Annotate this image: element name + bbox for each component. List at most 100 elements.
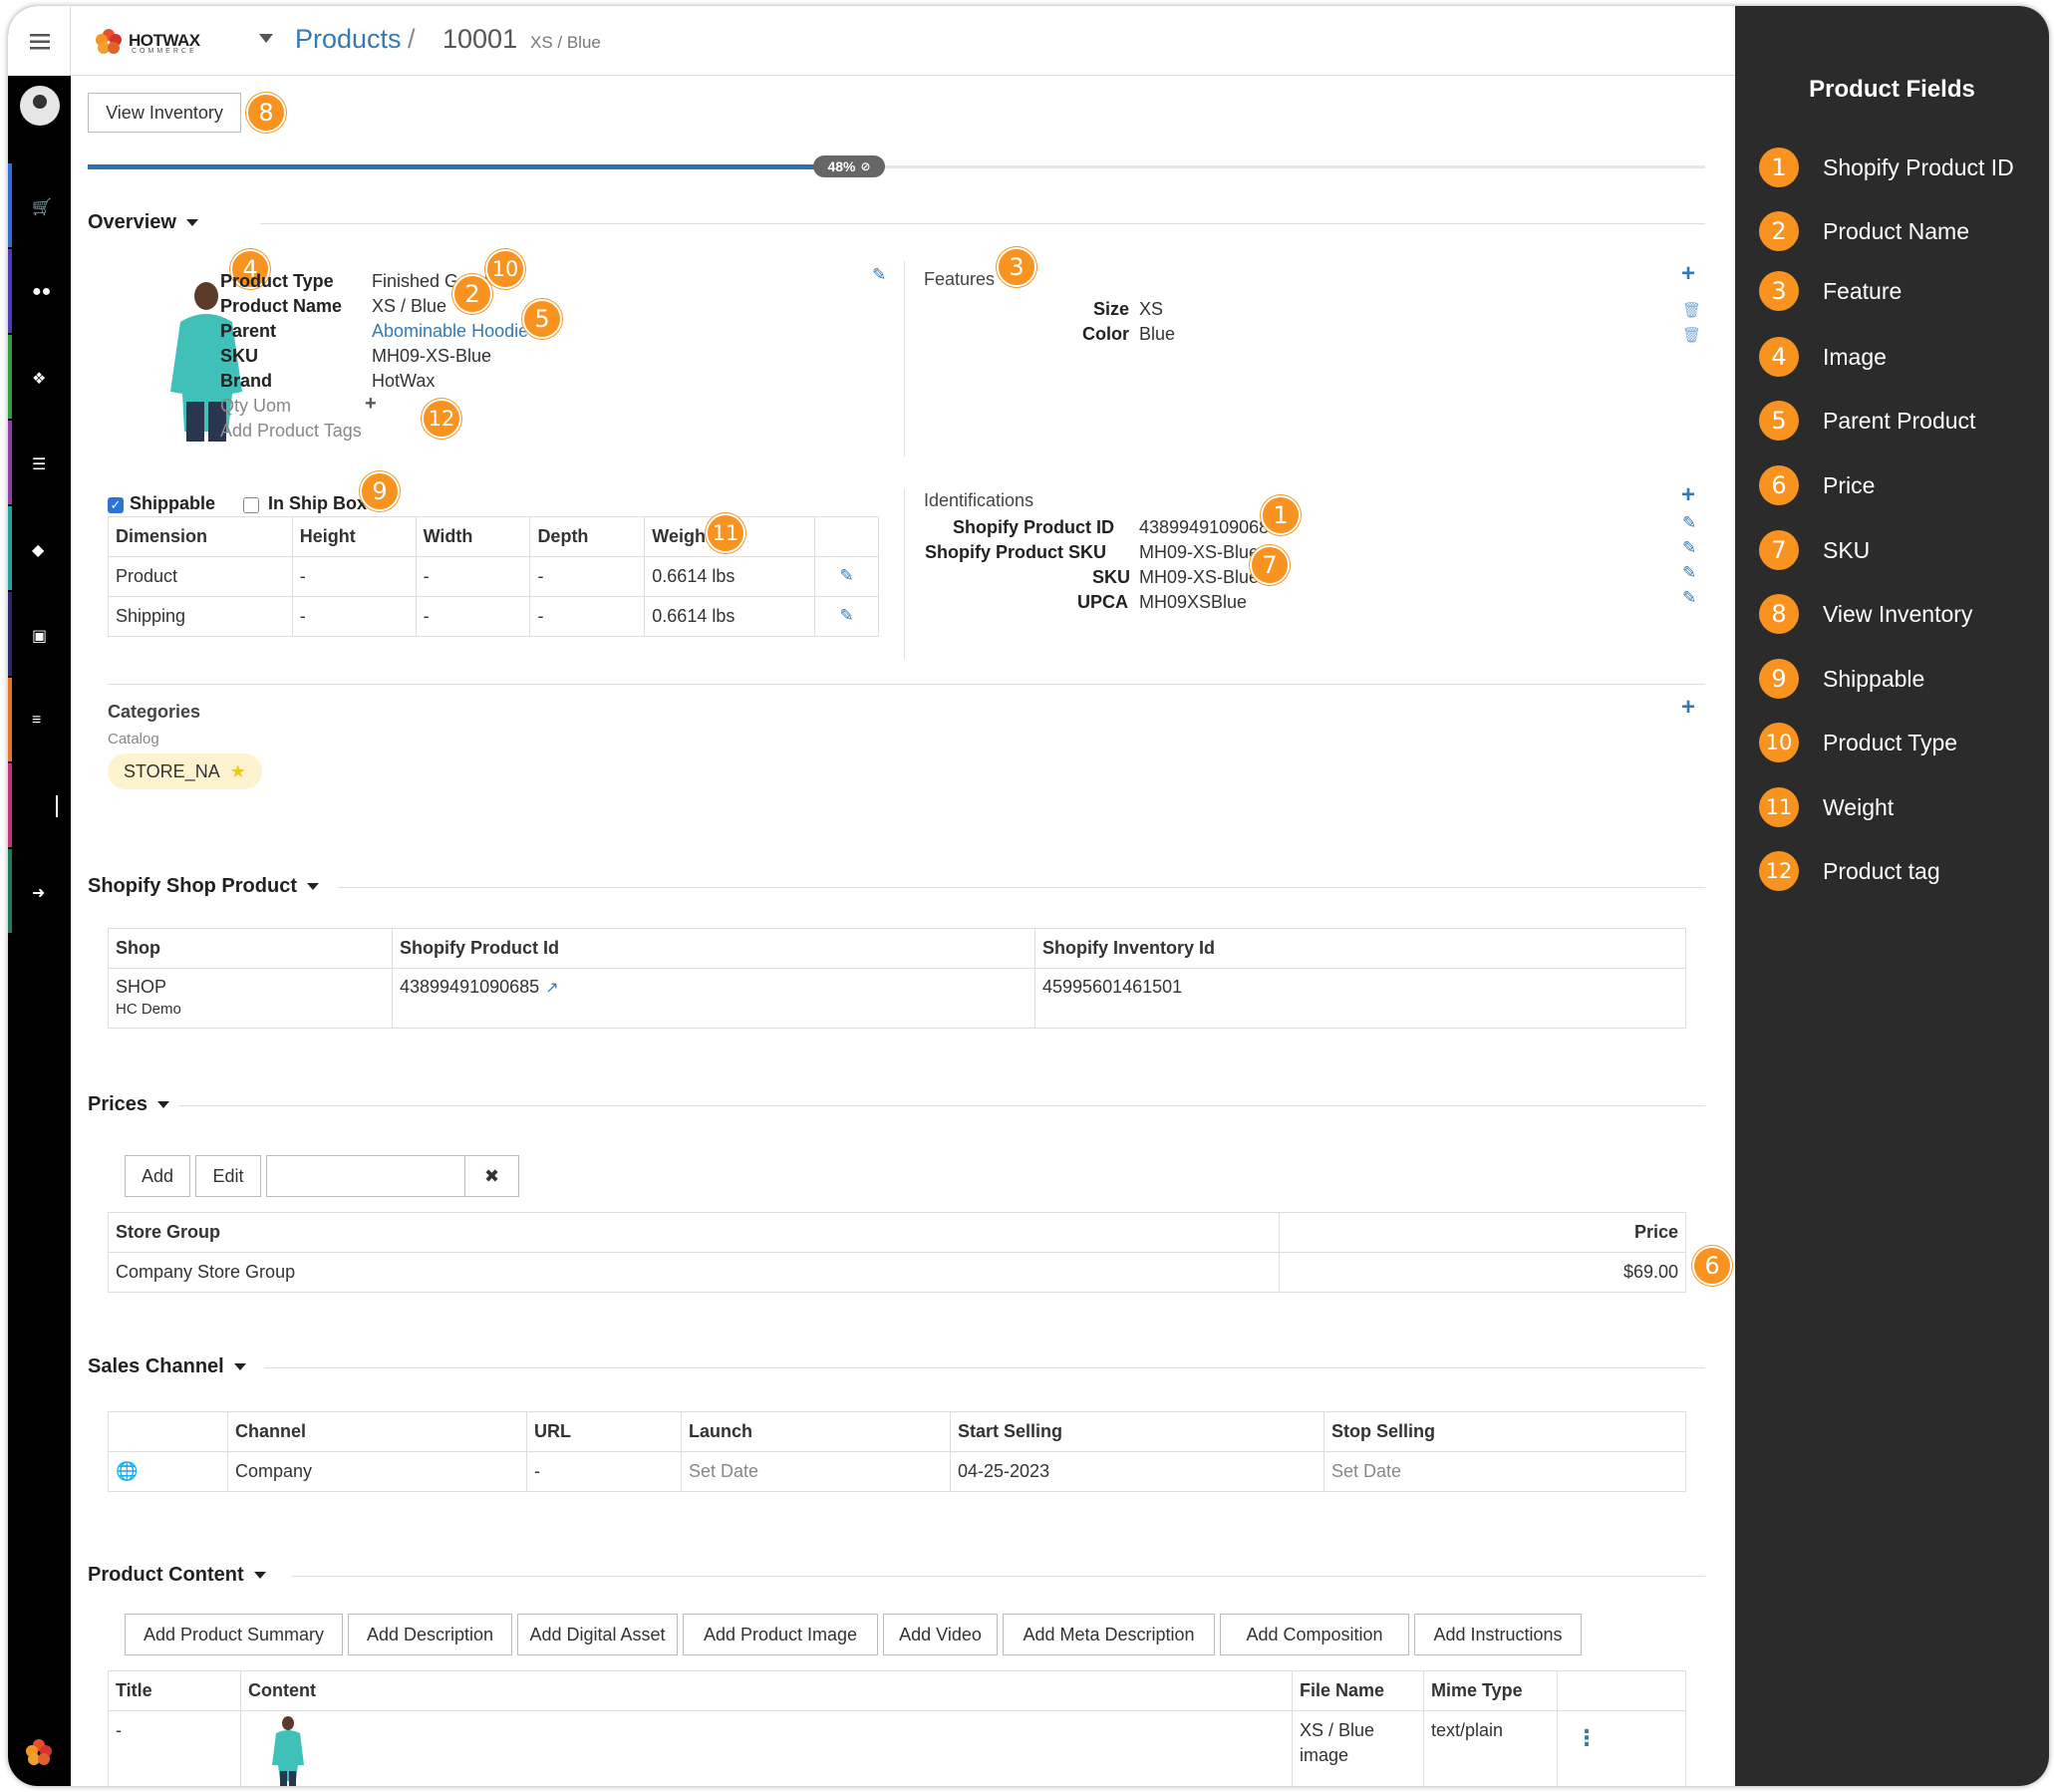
delete-color-trash-icon[interactable]: 🗑 bbox=[1682, 327, 1702, 344]
legend-badge: 1 bbox=[1759, 148, 1799, 187]
badge-2: 2 bbox=[452, 274, 492, 314]
external-link-icon[interactable]: ↗ bbox=[545, 980, 559, 997]
legend-label: SKU bbox=[1823, 536, 1871, 563]
rail-item-products[interactable]: ❖ bbox=[8, 335, 71, 419]
add-meta-description-button[interactable]: Add Meta Description bbox=[1003, 1614, 1215, 1655]
qty-uom-add-icon[interactable]: + bbox=[365, 393, 377, 415]
parent-label: Parent bbox=[220, 321, 277, 341]
add-price-button[interactable]: Add bbox=[125, 1155, 190, 1197]
globe-icon: 🌐 bbox=[116, 1461, 139, 1481]
prices-section-toggle[interactable]: Prices bbox=[88, 1093, 170, 1116]
delete-size-trash-icon[interactable]: 🗑 bbox=[1682, 302, 1702, 319]
divider bbox=[338, 887, 1705, 888]
breadcrumb-products[interactable]: Products bbox=[295, 24, 402, 54]
sales-section-toggle[interactable]: Sales Channel bbox=[88, 1355, 246, 1378]
hamburger-icon[interactable] bbox=[30, 34, 50, 50]
add-product-tags-link[interactable]: Add Product Tags bbox=[220, 421, 362, 441]
overview-section-toggle[interactable]: Overview bbox=[88, 211, 198, 234]
rail-item-customers[interactable]: ●● bbox=[8, 249, 71, 333]
edit-product-dimension-pencil-icon[interactable]: ✎ bbox=[839, 566, 854, 585]
rail-item-orders[interactable]: 🛒 bbox=[8, 163, 71, 247]
edit-shipping-dimension-pencil-icon[interactable]: ✎ bbox=[839, 606, 854, 625]
file-sub: image bbox=[1300, 1745, 1349, 1765]
view-inventory-button[interactable]: View Inventory bbox=[88, 93, 241, 133]
edit-price-button[interactable]: Edit bbox=[195, 1155, 261, 1197]
divider bbox=[292, 1576, 1705, 1577]
breadcrumb-product-id: 10001 bbox=[442, 24, 518, 54]
sales-header bbox=[108, 1411, 228, 1452]
menu-toggle[interactable] bbox=[8, 6, 71, 76]
add-identification-plus-icon[interactable]: + bbox=[1681, 481, 1696, 508]
legend-badge: 8 bbox=[1759, 594, 1799, 634]
edit-ident-pencil-icon[interactable]: ✎ bbox=[1682, 513, 1697, 532]
launch-set-date[interactable]: Set Date bbox=[681, 1451, 951, 1492]
dim-cell: - bbox=[529, 556, 646, 597]
badge-7: 7 bbox=[1250, 545, 1290, 585]
dropbox-icon: ◆ bbox=[32, 542, 45, 559]
add-instructions-button[interactable]: Add Instructions bbox=[1414, 1614, 1582, 1655]
content-section-toggle[interactable]: Product Content bbox=[88, 1564, 266, 1587]
content-header: Content bbox=[240, 1670, 1293, 1711]
legend-item: 11 Weight bbox=[1759, 787, 1894, 827]
edit-ident-pencil-icon[interactable]: ✎ bbox=[1682, 538, 1697, 557]
cursor-icon bbox=[56, 795, 58, 817]
caret-down-icon[interactable] bbox=[259, 34, 273, 43]
progress-pill: 48% ⊘ bbox=[813, 155, 885, 177]
product-fields-legend: Product Fields 1 Shopify Product ID 2 Prod… bbox=[1735, 6, 2049, 1786]
shopify-table: Shop Shopify Product Id Shopify Inventor… bbox=[108, 928, 1686, 1029]
add-product-summary-button[interactable]: Add Product Summary bbox=[125, 1614, 343, 1655]
users-icon: ●● bbox=[32, 283, 52, 300]
table-row: Shipping - - - 0.6614 lbs ✎ bbox=[108, 596, 879, 637]
identifications-title: Identifications bbox=[924, 490, 1034, 510]
sales-header: Channel bbox=[227, 1411, 527, 1452]
start-selling-date[interactable]: 04-25-2023 bbox=[950, 1451, 1324, 1492]
store-group: Company Store Group bbox=[108, 1252, 1280, 1293]
dim-cell: - bbox=[291, 556, 417, 597]
add-product-image-button[interactable]: Add Product Image bbox=[683, 1614, 878, 1655]
edit-ident-pencil-icon[interactable]: ✎ bbox=[1682, 588, 1697, 607]
divider bbox=[108, 684, 1705, 685]
dim-header-depth: Depth bbox=[529, 516, 646, 557]
add-digital-asset-button[interactable]: Add Digital Asset bbox=[517, 1614, 678, 1655]
in-ship-box-checkbox[interactable] bbox=[243, 497, 259, 513]
content-header: File Name bbox=[1292, 1670, 1424, 1711]
in-ship-box-label: In Ship Box bbox=[268, 493, 367, 513]
edit-ident-pencil-icon[interactable]: ✎ bbox=[1682, 563, 1697, 582]
legend-label: Feature bbox=[1823, 277, 1903, 304]
parent-product-link[interactable]: Abominable Hoodie bbox=[372, 321, 529, 341]
shippable-label: Shippable bbox=[130, 493, 216, 513]
stop-selling-set-date[interactable]: Set Date bbox=[1323, 1451, 1686, 1492]
legend-badge: 12 bbox=[1759, 851, 1799, 891]
add-description-button[interactable]: Add Description bbox=[348, 1614, 512, 1655]
badge-8: 8 bbox=[246, 93, 286, 133]
product-type-label: Product Type bbox=[220, 271, 334, 291]
shippable-checkbox[interactable]: ✓ bbox=[108, 497, 124, 513]
shopify-section-toggle[interactable]: Shopify Shop Product bbox=[88, 875, 319, 898]
rail-item-data[interactable]: ≡ bbox=[8, 678, 71, 761]
rail-item-finance[interactable]: ▣ bbox=[8, 592, 71, 676]
edit-overview-pencil-icon[interactable]: ✎ bbox=[872, 265, 887, 284]
shopify-product-id: 43899491090685 bbox=[400, 977, 540, 997]
rail-item-logout[interactable]: ➜ bbox=[8, 849, 71, 933]
price-header: Store Group bbox=[108, 1212, 1280, 1253]
ident-value: MH09XSBlue bbox=[1139, 592, 1248, 612]
add-feature-plus-icon[interactable]: + bbox=[1681, 260, 1696, 287]
left-rail: 🛒 ●● ❖ ☰ ◆ ▣ ≡ ➜ bbox=[8, 6, 71, 1786]
price-filter-input[interactable] bbox=[266, 1155, 465, 1197]
rail-item-settings[interactable] bbox=[8, 763, 71, 847]
content-header: Title bbox=[108, 1670, 241, 1711]
user-avatar[interactable] bbox=[20, 86, 60, 126]
add-composition-button[interactable]: Add Composition bbox=[1220, 1614, 1409, 1655]
category-chip[interactable]: STORE_NA ★ bbox=[108, 753, 262, 789]
rail-item-catalog[interactable]: ☰ bbox=[8, 421, 71, 504]
add-category-plus-icon[interactable]: + bbox=[1681, 694, 1696, 721]
clear-filter-x-icon[interactable]: ✖ bbox=[464, 1155, 519, 1197]
sales-channel: Company bbox=[227, 1451, 527, 1492]
legend-label: Weight bbox=[1823, 793, 1895, 820]
more-vertical-icon[interactable]: ⋮ bbox=[1576, 1725, 1598, 1750]
divider bbox=[264, 1367, 1705, 1368]
rail-item-inventory[interactable]: ◆ bbox=[8, 506, 71, 590]
add-video-button[interactable]: Add Video bbox=[883, 1614, 998, 1655]
caret-down-icon bbox=[233, 1363, 246, 1371]
legend-item: 2 Product Name bbox=[1759, 211, 1969, 251]
